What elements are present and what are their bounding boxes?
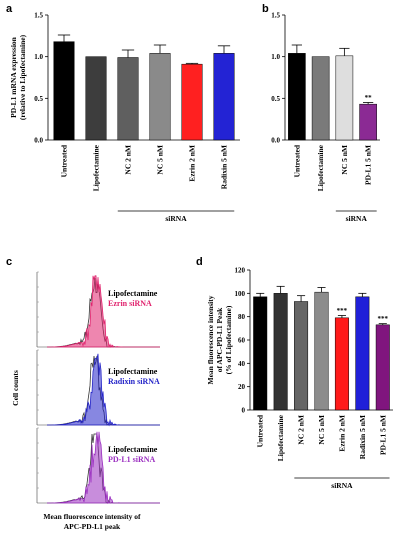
legend-treated-label: Ezrin siRNA (108, 299, 152, 308)
legend-control-label: Lipofectamine (108, 367, 158, 376)
y-tick-label: 0.0 (271, 137, 280, 145)
bar-a-5 (213, 53, 235, 141)
category-label: Radixin 5 nM (358, 415, 367, 459)
category-label: Ezrin 2 nM (337, 415, 346, 452)
y-tick-label: 80 (238, 313, 246, 321)
panel-letter-c: c (6, 256, 12, 268)
group-label: siRNA (165, 214, 187, 223)
bar-a-0 (53, 41, 75, 141)
category-label: NC 2 nM (124, 145, 133, 175)
significance-label: ** (365, 94, 373, 102)
bar-b-0 (288, 53, 306, 141)
bar-b-1 (311, 56, 330, 141)
legend-control-label: Lipofectamine (108, 289, 158, 298)
bar-a-1 (85, 56, 107, 141)
panel-letter-b: b (262, 3, 269, 15)
bar-d-6 (375, 324, 390, 411)
category-label: PD-L1 5 nM (364, 145, 373, 185)
y-tick-label: 40 (238, 360, 246, 368)
histogram-x-axis-label: Mean fluorescence intensity of (43, 512, 141, 521)
bar-a-3 (149, 53, 171, 141)
y-axis-label: (% of Lipofectamine) (224, 305, 233, 374)
histogram-treated-2 (47, 431, 160, 504)
y-tick-label: 0.0 (34, 137, 43, 145)
category-label: PD-L1 5 nM (378, 415, 387, 455)
histogram-treated-1 (47, 353, 160, 427)
histogram-treated-0 (47, 275, 160, 349)
histogram-x-axis-label: APC-PD-L1 peak (64, 522, 121, 531)
category-label: Radixin 5 nM (220, 145, 229, 189)
bar-chart-b: 0.0 0.5 1.0 1.5 Untreated Lipofectamine NC 5 n… (271, 12, 380, 223)
y-tick-label: 1.0 (34, 53, 43, 61)
group-label: siRNA (346, 214, 368, 223)
y-axis-label: (relative to Lipofectamine) (18, 34, 27, 120)
legend-treated-label: PD-L1 siRNA (108, 455, 156, 464)
category-label: NC 2 nM (297, 415, 306, 445)
panel-letter-d: d (196, 256, 203, 268)
legend-control-label: Lipofectamine (108, 445, 158, 454)
group-label: siRNA (331, 481, 353, 490)
bar-a-2 (117, 57, 139, 141)
bar-b-3 (359, 103, 377, 141)
bar-chart-a: 0.0 0.5 1.0 1.5 Untreated Lipofectamine NC 2 n… (9, 12, 240, 223)
y-tick-label: 1.5 (271, 12, 280, 20)
bar-d-1 (273, 293, 288, 411)
y-axis-label: Mean fluorescence intensity (206, 295, 215, 384)
category-label: Untreated (60, 144, 69, 177)
y-tick-label: 0 (242, 407, 246, 415)
category-label: Lipofectamine (92, 144, 101, 191)
bar-b-2 (335, 55, 354, 141)
bar-a-4 (181, 63, 203, 141)
y-tick-label: 20 (238, 383, 246, 391)
y-tick-label: 0.5 (271, 95, 280, 103)
y-tick-label: 100 (235, 290, 246, 298)
bar-d-3 (314, 291, 329, 411)
significance-label: *** (378, 315, 389, 323)
y-tick-label: 1.5 (34, 12, 43, 20)
category-label: NC 5 nM (317, 415, 326, 445)
bar-d-0 (253, 296, 268, 411)
bar-d-4 (334, 317, 349, 411)
y-axis-label: PD-L1 mRNA expression (9, 36, 18, 118)
histogram-y-axis-label: Cell counts (11, 370, 20, 406)
category-label: Lipofectamine (276, 414, 285, 461)
category-label: NC 5 nM (340, 145, 349, 175)
category-label: Lipofectamine (316, 144, 325, 191)
y-axis-label: of APC-PD-L1 Peak (215, 307, 224, 372)
bar-chart-d: 0 20 40 60 80 100 120 Untreated Lipofectamine NC … (206, 267, 393, 490)
panel-letter-a: a (6, 3, 13, 15)
category-label: Untreated (292, 144, 301, 177)
y-tick-label: 1.0 (271, 53, 280, 61)
bar-d-2 (294, 301, 309, 411)
y-tick-label: 60 (238, 337, 246, 345)
category-label: Ezrin 2 nM (188, 145, 197, 182)
category-label: Untreated (256, 414, 265, 447)
legend-treated-label: Radixin siRNA (108, 377, 160, 386)
bar-d-5 (355, 296, 370, 411)
y-tick-label: 120 (235, 267, 246, 275)
y-tick-label: 0.5 (34, 95, 43, 103)
category-label: NC 5 nM (156, 145, 165, 175)
significance-label: *** (337, 307, 348, 315)
